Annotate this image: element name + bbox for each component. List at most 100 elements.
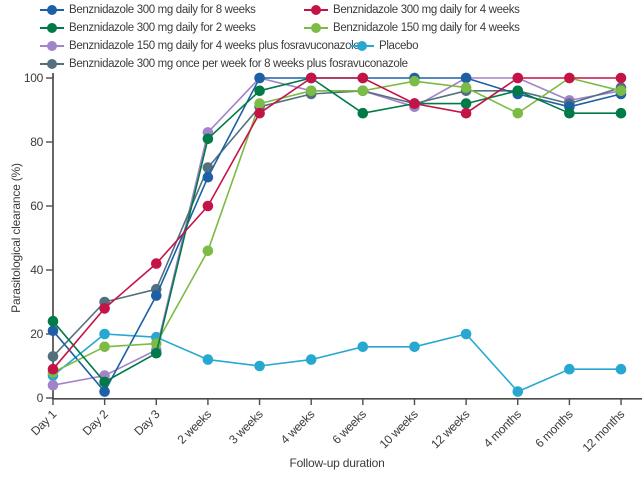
data-point: [409, 341, 420, 353]
series-benznidazole-300-mg-daily-for-4-weeks: [47, 72, 627, 375]
x-tick-label: 12 weeks: [428, 407, 472, 451]
series-line: [52, 77, 621, 383]
x-axis-title: Follow-up duration: [289, 456, 385, 470]
legend-label: Benznidazole 300 mg once per week for 8 …: [69, 58, 408, 70]
data-point: [47, 351, 59, 362]
data-point: [47, 315, 59, 327]
series-placebo: [47, 328, 627, 397]
series-line: [52, 77, 622, 386]
data-point: [99, 328, 110, 340]
data-point: [305, 354, 317, 365]
series-benznidazole-300-mg-daily-for-8-weeks: [47, 72, 627, 397]
data-point: [151, 258, 162, 269]
x-tick-label: Day 3: [131, 407, 162, 438]
x-tick-label: 4 months: [481, 407, 524, 450]
data-point: [615, 85, 627, 97]
legend-marker-icon: [350, 40, 374, 52]
data-point: [615, 363, 627, 375]
x-tick-label: 3 weeks: [226, 407, 266, 447]
y-tick-labels: 0 20 40 60 80 100: [24, 71, 53, 405]
data-point: [564, 107, 575, 119]
data-point: [564, 363, 575, 375]
x-tick-label: Day 1: [28, 407, 59, 438]
legend-marker-icon: [40, 40, 64, 52]
x-tick-label: Day 2: [80, 407, 111, 438]
data-point: [460, 328, 472, 340]
legend-marker-icon: [304, 4, 328, 16]
data-point: [151, 347, 162, 359]
legend-item-benznidazole-300-daily-8-weeks: Benznidazole 300 mg daily for 8 weeks: [40, 2, 256, 18]
legend-marker-icon: [40, 58, 64, 70]
series-line: [52, 333, 621, 393]
x-tick-label: 10 weeks: [377, 407, 421, 451]
legend-marker-icon: [304, 22, 328, 34]
data-point: [357, 341, 369, 353]
data-point: [47, 363, 59, 375]
y-axis-title: Parasitological clearance (%): [9, 163, 23, 313]
x-tick-label: 2 weeks: [174, 407, 214, 447]
y-tick-label: 100: [24, 71, 44, 85]
series-benznidazole-300-mg-once-per-week-for-8-weeks-plus-fosravuconazole: [47, 82, 627, 362]
data-point: [615, 107, 627, 119]
data-point: [202, 171, 214, 183]
series-line: [52, 86, 622, 357]
chart-legend: Benznidazole 300 mg daily for 8 weeks Be…: [0, 0, 644, 72]
data-point: [564, 72, 575, 84]
legend-label: Benznidazole 300 mg daily for 4 weeks: [333, 4, 520, 16]
x-tick-label: 4 weeks: [278, 407, 318, 447]
data-point: [99, 376, 110, 388]
data-point: [202, 354, 214, 365]
legend-item-benznidazole-300-daily-2-weeks: Benznidazole 300 mg daily for 2 weeks: [40, 20, 256, 36]
data-point: [99, 386, 110, 397]
data-point: [151, 290, 162, 301]
legend-label: Placebo: [379, 40, 419, 52]
y-tick-label: 0: [37, 391, 44, 405]
series-benznidazole-300-mg-daily-for-2-weeks: [47, 72, 627, 388]
data-point: [254, 85, 265, 97]
data-point: [202, 162, 214, 173]
data-point: [460, 98, 472, 109]
legend-item-placebo: Placebo: [350, 38, 418, 54]
series-line: [52, 77, 621, 370]
data-point: [357, 72, 369, 84]
legend-label: Benznidazole 150 mg daily for 4 weeks: [333, 22, 520, 34]
series-benznidazole-150-mg-daily-for-4-weeks: [47, 72, 627, 378]
legend-label: Benznidazole 300 mg daily for 8 weeks: [69, 4, 256, 16]
axes: [52, 73, 642, 400]
series-benznidazole-150-mg-daily-for-4-weeks-plus-fosravuconazole: [47, 72, 627, 391]
legend-item-benznidazole-150-fosravuconazole: Benznidazole 150 mg daily for 4 weeks pl…: [40, 38, 360, 54]
y-tick-label: 40: [30, 263, 43, 277]
legend-label: Benznidazole 150 mg daily for 4 weeks pl…: [69, 40, 360, 52]
data-point: [99, 303, 110, 314]
data-point: [254, 360, 265, 372]
data-point: [254, 98, 265, 109]
data-point: [202, 245, 214, 257]
data-point: [47, 325, 59, 337]
legend-marker-icon: [40, 22, 64, 34]
data-point: [357, 107, 369, 119]
data-point: [460, 72, 472, 84]
data-point: [202, 133, 214, 145]
data-point: [47, 379, 59, 391]
data-point: [357, 85, 369, 97]
y-tick-label: 20: [30, 327, 43, 341]
data-point: [202, 200, 214, 212]
y-tick-label: 80: [30, 135, 43, 149]
x-tick-label: 6 weeks: [329, 407, 369, 447]
series-line: [52, 77, 622, 374]
data-point: [512, 85, 524, 97]
data-point: [409, 98, 420, 109]
y-tick-label: 60: [30, 199, 43, 213]
data-point: [305, 85, 317, 97]
x-tick-label: 12 months: [580, 407, 628, 455]
data-point: [460, 107, 472, 119]
x-tick-labels: Day 1 Day 2 Day 3 2 weeks 3 weeks 4 weeks 6 we…: [28, 399, 627, 455]
data-point: [254, 107, 265, 119]
legend-item-benznidazole-150-daily-4-weeks: Benznidazole 150 mg daily for 4 weeks: [304, 20, 520, 36]
data-point: [460, 82, 472, 93]
legend-item-benznidazole-300-weekly-fosravuconazole: Benznidazole 300 mg once per week for 8 …: [40, 56, 408, 72]
x-tick-label: 6 months: [532, 407, 575, 450]
data-point: [512, 72, 524, 84]
